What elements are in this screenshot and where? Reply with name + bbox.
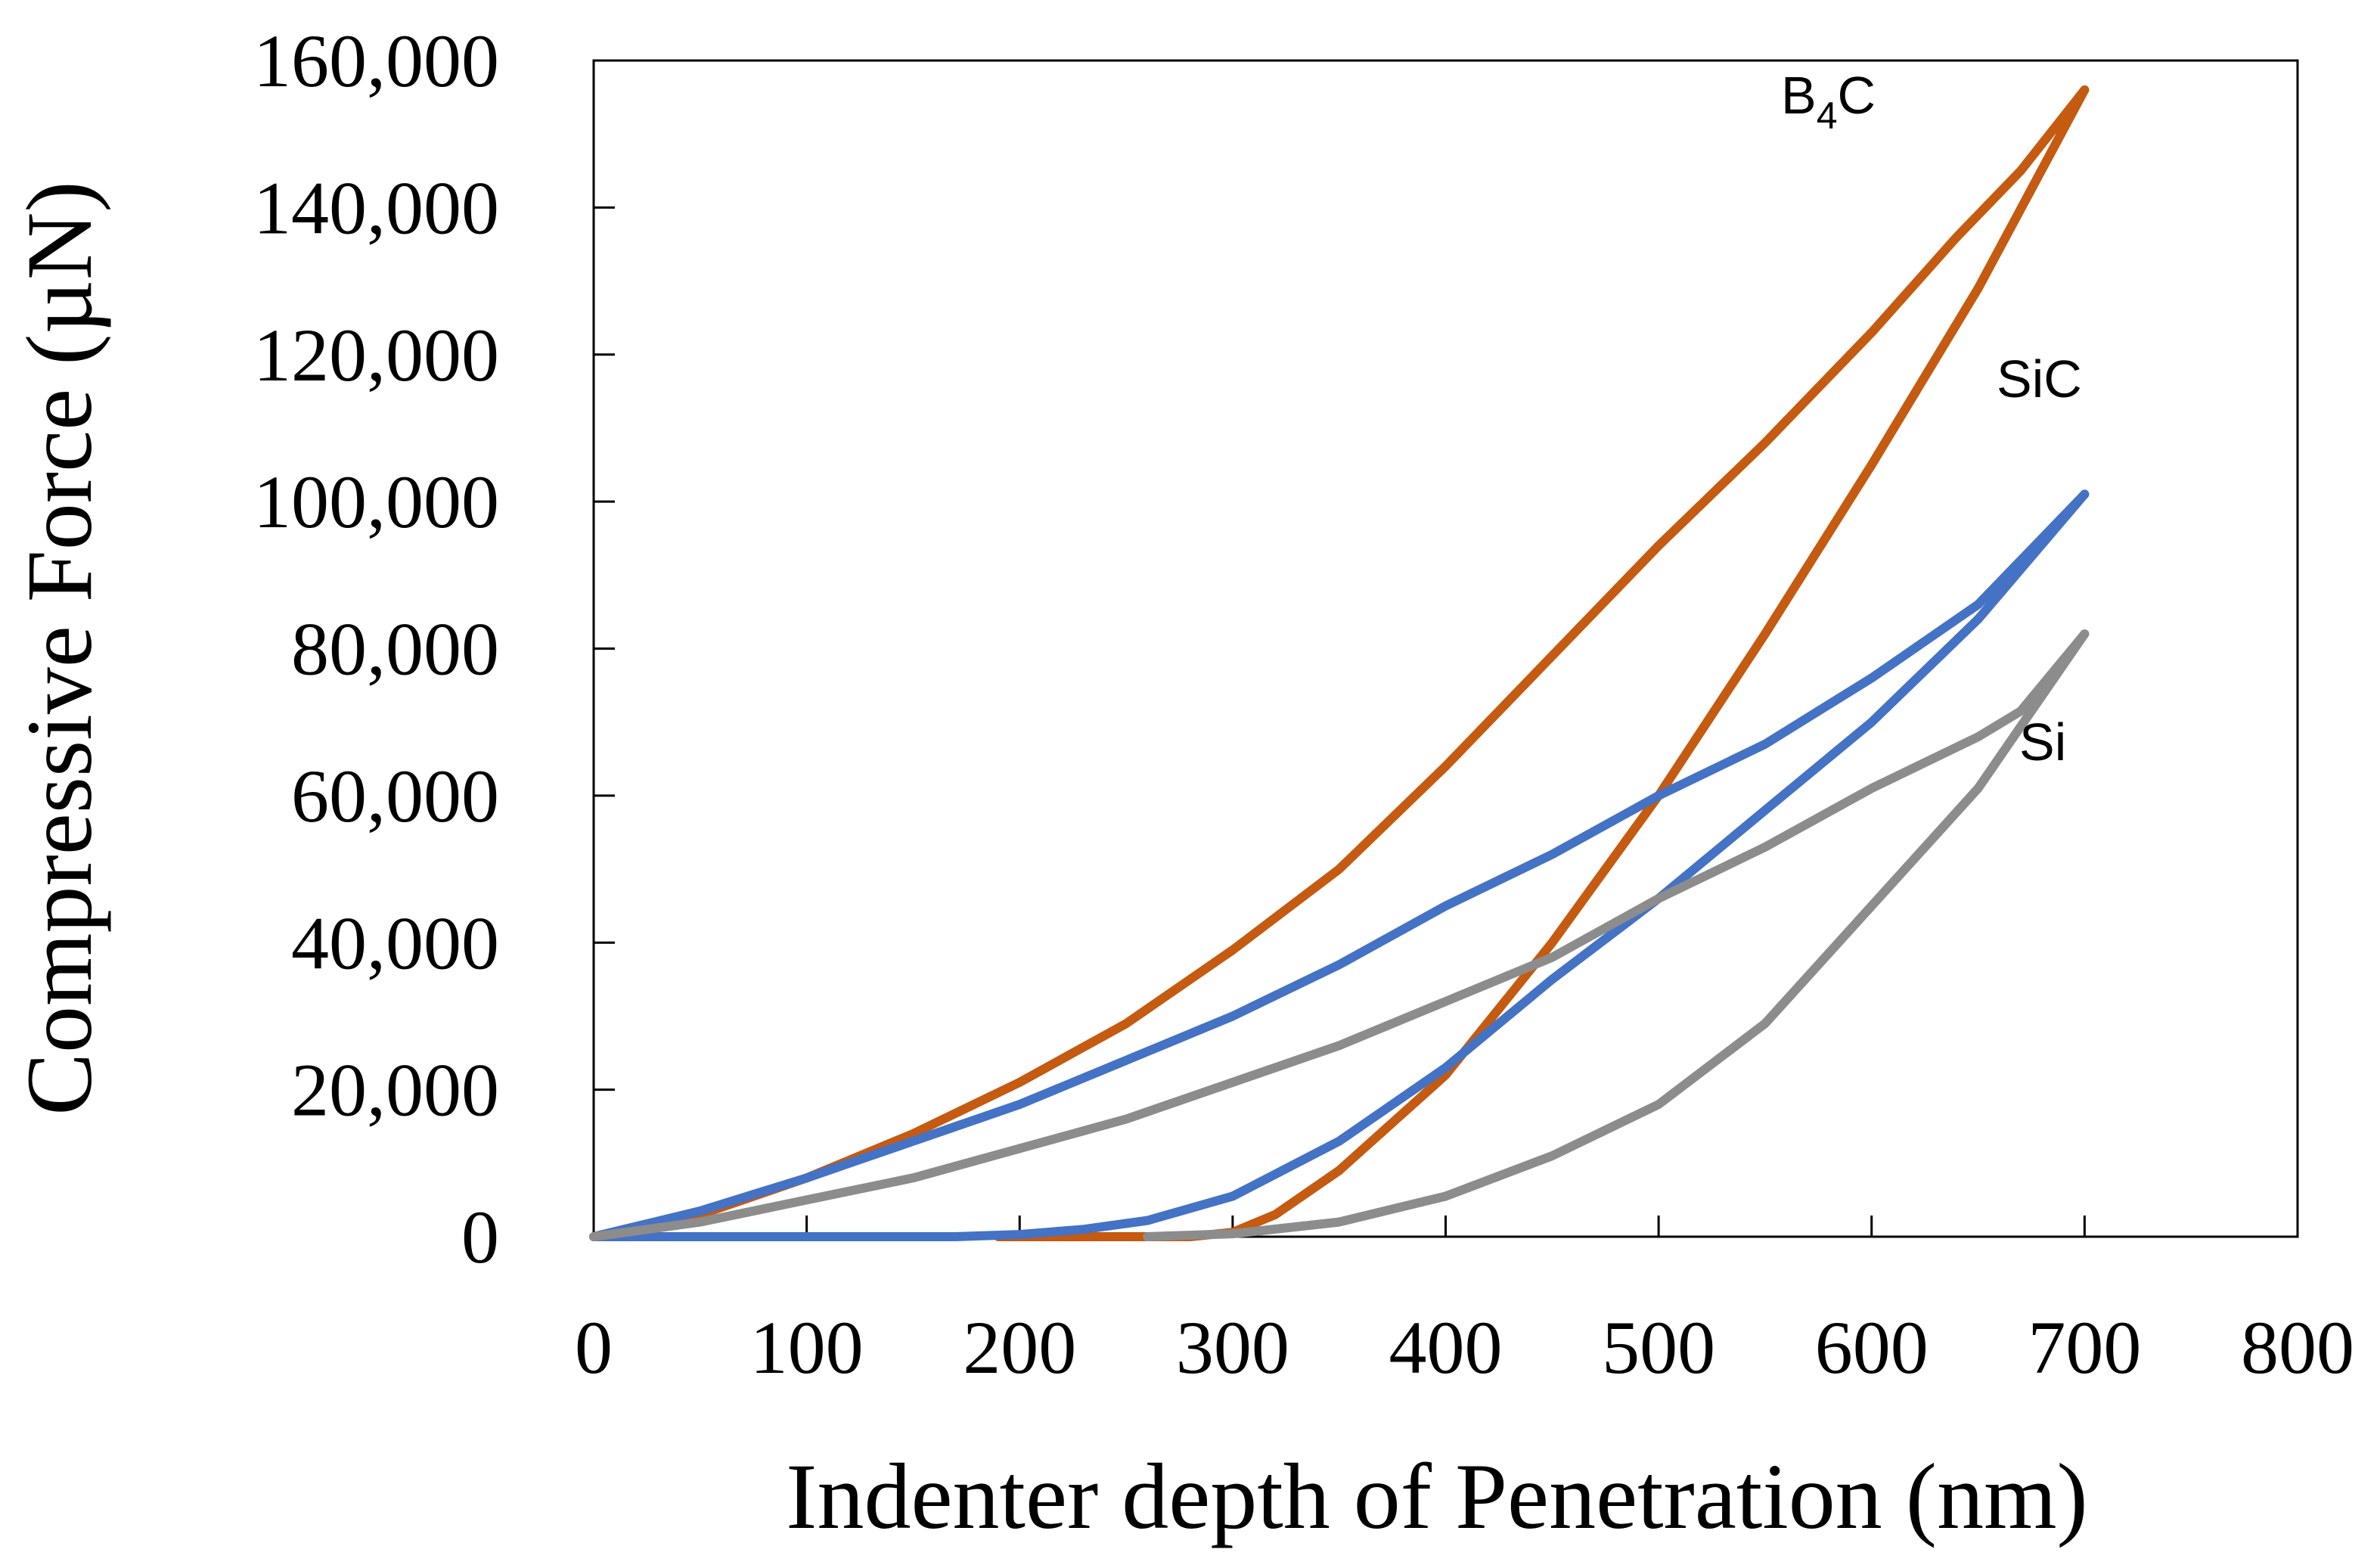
y-tick-label: 80,000 [291, 607, 499, 691]
x-axis: 0 100 200 300 400 500 600 700 800 [575, 1216, 2354, 1389]
y-tick-label: 140,000 [253, 166, 499, 250]
y-tick-label: 160,000 [253, 19, 499, 103]
series-layer [589, 85, 2090, 1241]
sic-unloading-curve [589, 489, 2090, 1241]
b4c-series-label: B4C [1781, 66, 1876, 137]
y-tick-label: 100,000 [253, 460, 499, 544]
si-series-label: Si [2019, 713, 2066, 772]
y-tick-label: 20,000 [291, 1048, 499, 1132]
x-tick-label: 600 [1815, 1306, 1929, 1389]
x-axis-title: Indenter depth of Penetration (nm) [786, 1445, 2088, 1548]
si-unloading-curve [1143, 629, 2090, 1241]
plot-area [592, 59, 2299, 1238]
sic-loading-curve [589, 489, 2090, 1241]
x-tick-label: 300 [1176, 1306, 1289, 1389]
x-tick-label: 0 [575, 1306, 613, 1389]
x-tick-label: 400 [1389, 1306, 1503, 1389]
y-tick-label: 40,000 [291, 901, 499, 985]
y-axis-title: Compressive Force (µN) [8, 181, 111, 1115]
sic-series-label: SiC [1997, 349, 2082, 408]
x-tick-label: 700 [2028, 1306, 2141, 1389]
x-tick-label: 800 [2241, 1306, 2354, 1389]
y-axis: 0 20,000 40,000 60,000 80,000 100,000 120,000 1… [253, 19, 615, 1279]
y-tick-label: 120,000 [253, 313, 499, 397]
x-tick-label: 500 [1602, 1306, 1715, 1389]
y-tick-label: 60,000 [291, 754, 499, 838]
x-tick-label: 200 [963, 1306, 1076, 1389]
x-tick-label: 100 [750, 1306, 864, 1389]
y-tick-label: 0 [461, 1195, 499, 1279]
si-loading-curve [589, 629, 2090, 1241]
series-labels: B4C SiC Si [1781, 66, 2082, 772]
